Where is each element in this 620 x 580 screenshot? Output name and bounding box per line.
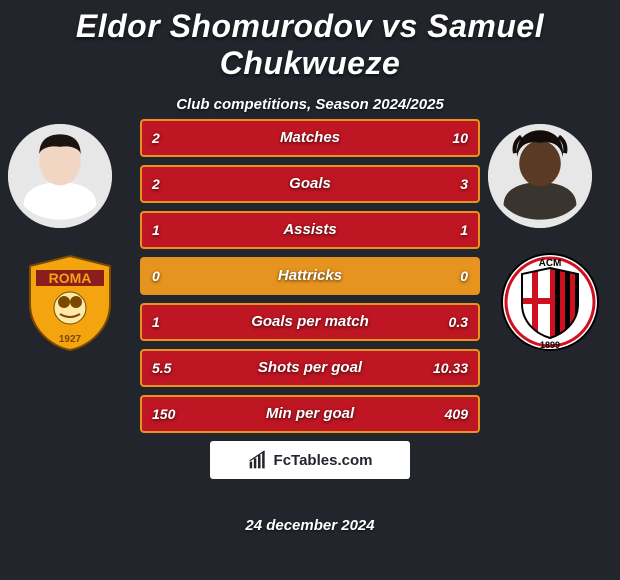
subtitle: Club competitions, Season 2024/2025: [0, 96, 620, 113]
stat-bar-bg: [140, 303, 480, 341]
stat-row: Matches210: [140, 119, 480, 157]
stat-bar-right-fill: [256, 351, 478, 385]
club-right-name: ACM: [539, 258, 562, 269]
stat-row: Shots per goal5.510.33: [140, 349, 480, 387]
player-left-avatar: [8, 124, 112, 228]
stat-bar-left-fill: [142, 397, 233, 431]
stat-bar-bg: [140, 395, 480, 433]
stat-row: Min per goal150409: [140, 395, 480, 433]
player-right-avatar: [488, 124, 592, 228]
stat-row: Assists11: [140, 211, 480, 249]
stat-bar-bg: [140, 349, 480, 387]
stat-bar-bg: [140, 211, 480, 249]
attribution-text: FcTables.com: [274, 452, 373, 469]
page-title: Eldor Shomurodov vs Samuel Chukwueze: [0, 0, 620, 82]
stat-bar-left-fill: [142, 213, 312, 247]
stat-bar-left-fill: [142, 351, 260, 385]
stat-bar-left-fill: [142, 167, 278, 201]
stat-bar-bg: [140, 257, 480, 295]
stat-bar-bg: [140, 165, 480, 203]
club-left-name: ROMA: [49, 270, 92, 286]
club-right-crest: ACM 1899: [499, 251, 601, 353]
stat-bar-left-fill: [142, 305, 404, 339]
stat-row: Hattricks00: [140, 257, 480, 295]
stat-bars: Matches210 Goals23 Assists11 Hattricks00 Goa…: [140, 119, 480, 441]
stat-bar-right-fill: [274, 167, 478, 201]
stat-bar-right-fill: [400, 305, 478, 339]
fctables-attribution: FcTables.com: [210, 441, 410, 479]
stat-bar-right-fill: [229, 397, 478, 431]
club-left-crest: ROMA 1927: [19, 251, 121, 353]
club-left-year: 1927: [59, 334, 82, 345]
stat-row: Goals per match10.3: [140, 303, 480, 341]
stat-bar-bg: [140, 119, 480, 157]
club-right-year: 1899: [540, 340, 560, 350]
stat-bar-right-fill: [195, 121, 478, 155]
bar-chart-icon: [248, 450, 268, 470]
stat-row: Goals23: [140, 165, 480, 203]
stat-bar-right-fill: [308, 213, 478, 247]
stat-bar-left-fill: [142, 121, 199, 155]
comparison-card: Eldor Shomurodov vs Samuel Chukwueze Clu…: [0, 0, 620, 580]
date-text: 24 december 2024: [0, 517, 620, 534]
